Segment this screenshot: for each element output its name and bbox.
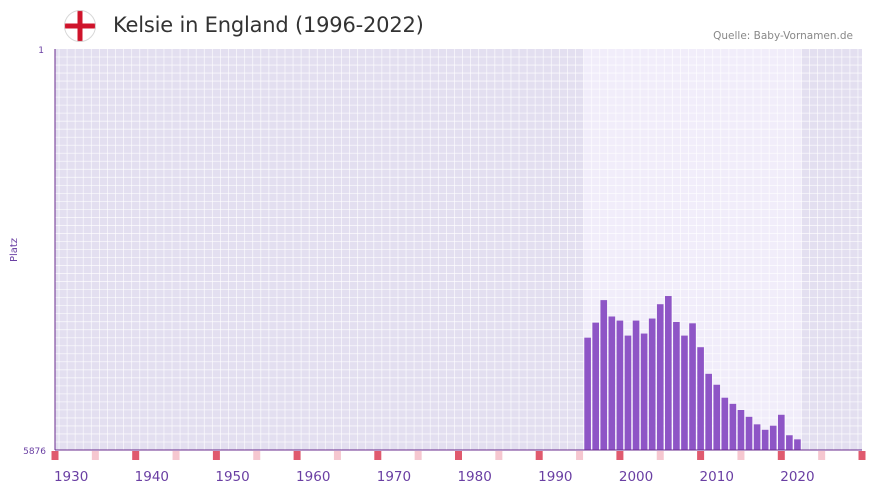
decade-marker xyxy=(697,451,705,460)
chart-title: Kelsie in England (1996-2022) xyxy=(113,13,424,37)
half-decade-marker xyxy=(576,451,584,460)
half-decade-marker xyxy=(91,451,99,460)
y-axis-title: Platz xyxy=(9,238,20,262)
decade-marker xyxy=(777,451,785,460)
x-tick-label-2020: 2020 xyxy=(780,469,814,485)
bar-2014 xyxy=(745,416,753,450)
bar-2019 xyxy=(786,435,793,450)
bar-2006 xyxy=(681,335,688,450)
bar-2020 xyxy=(794,439,801,450)
x-tick-label-1960: 1960 xyxy=(296,469,330,485)
bar-1995 xyxy=(592,322,599,450)
x-tick-label-2010: 2010 xyxy=(700,469,734,485)
half-decade-marker xyxy=(656,451,664,460)
x-tick-label-1940: 1940 xyxy=(135,469,169,485)
bar-2000 xyxy=(632,320,640,450)
bar-2016 xyxy=(761,429,769,450)
bar-1997 xyxy=(608,316,616,450)
half-decade-marker xyxy=(414,451,422,460)
bar-2013 xyxy=(737,410,745,450)
decade-marker xyxy=(455,451,462,460)
bar-1998 xyxy=(616,320,624,450)
decade-marker xyxy=(374,451,382,460)
bar-2015 xyxy=(753,424,761,450)
bar-2002 xyxy=(648,318,656,450)
x-tick-label-1990: 1990 xyxy=(538,469,572,485)
y-tick-label-top: 1 xyxy=(38,46,44,56)
bar-1994 xyxy=(584,337,591,450)
decade-marker xyxy=(616,451,624,460)
bar-2017 xyxy=(769,425,777,450)
decade-marker xyxy=(212,451,220,460)
bar-2012 xyxy=(729,403,737,450)
x-tick-label-1950: 1950 xyxy=(215,469,249,485)
bar-2011 xyxy=(721,397,729,450)
half-decade-marker xyxy=(818,451,826,460)
bar-2003 xyxy=(656,304,664,450)
decade-marker xyxy=(293,451,301,460)
x-tick-label-1980: 1980 xyxy=(457,469,491,485)
x-tick-label-1930: 1930 xyxy=(54,469,88,485)
bar-1996 xyxy=(600,300,608,450)
decade-marker xyxy=(858,451,866,460)
bar-2010 xyxy=(713,384,721,450)
x-tick-label-2000: 2000 xyxy=(619,469,653,485)
bar-2007 xyxy=(689,323,696,450)
decade-marker xyxy=(132,451,140,460)
bar-2001 xyxy=(640,333,648,450)
half-decade-marker xyxy=(253,451,261,460)
half-decade-marker xyxy=(737,451,745,460)
bar-2009 xyxy=(705,373,712,450)
half-decade-marker xyxy=(495,451,503,460)
bar-1999 xyxy=(624,335,632,450)
decade-marker xyxy=(535,451,543,460)
england-flag-icon xyxy=(64,10,96,42)
source-credit: Quelle: Baby-Vornamen.de xyxy=(713,30,853,42)
bar-2018 xyxy=(777,414,785,450)
x-tick-label-1970: 1970 xyxy=(377,469,411,485)
decade-marker xyxy=(51,451,59,460)
half-decade-marker xyxy=(333,451,341,460)
half-decade-marker xyxy=(172,451,180,460)
bar-2004 xyxy=(665,296,672,450)
bar-2008 xyxy=(697,347,704,450)
y-tick-label-bottom: 5876 xyxy=(23,447,46,457)
bar-2005 xyxy=(673,321,680,450)
